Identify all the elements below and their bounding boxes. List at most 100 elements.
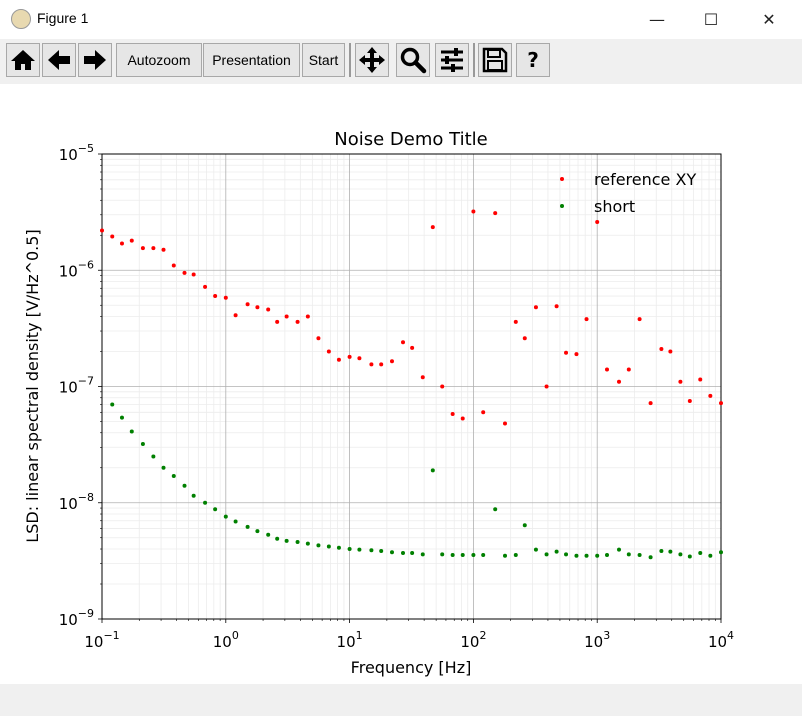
reference-xy-point xyxy=(305,314,310,319)
short-point xyxy=(255,529,260,534)
short-point xyxy=(295,539,300,544)
forward-button[interactable] xyxy=(78,43,112,77)
short-point xyxy=(401,550,406,555)
reference-xy-point xyxy=(605,367,610,372)
reference-xy-point xyxy=(182,270,187,275)
autozoom-button[interactable]: Autozoom xyxy=(116,43,202,77)
short-point xyxy=(110,402,115,407)
status-bar xyxy=(0,684,802,716)
title-bar: Figure 1 — ☐ ✕ xyxy=(0,0,802,39)
reference-xy-point xyxy=(544,384,549,389)
legend-label-short: short xyxy=(594,197,635,216)
short-point xyxy=(410,550,415,555)
data-points xyxy=(100,209,723,560)
reference-xy-point xyxy=(708,393,713,398)
legend-marker-short xyxy=(560,204,564,208)
reference-xy-point xyxy=(347,354,352,359)
y-tick-labels: 10−9 10−8 10−7 10−6 10−5 xyxy=(59,142,94,629)
y-tick-label: 10−9 xyxy=(59,607,94,629)
reference-xy-point xyxy=(678,379,683,384)
reference-xy-point xyxy=(357,356,362,361)
presentation-button[interactable]: Presentation xyxy=(203,43,300,77)
short-point xyxy=(316,543,321,548)
legend-marker-reference xyxy=(560,177,564,181)
save-button[interactable] xyxy=(478,43,512,77)
short-point xyxy=(161,465,166,470)
reference-xy-point xyxy=(379,362,384,367)
figure-canvas: 10−1 100 101 102 103 104 10−9 10−8 10−7 10−6 10−5… xyxy=(0,84,802,684)
short-point xyxy=(223,514,228,519)
reference-xy-point xyxy=(336,357,341,362)
reference-xy-point xyxy=(191,272,196,277)
short-point xyxy=(626,552,631,557)
reference-xy-point xyxy=(161,247,166,252)
reference-xy-point xyxy=(369,362,374,367)
maximize-button[interactable]: ☐ xyxy=(703,10,719,29)
help-button[interactable]: ? xyxy=(516,43,550,77)
reference-xy-point xyxy=(401,340,406,345)
short-point xyxy=(347,547,352,552)
window-title: Figure 1 xyxy=(37,10,89,26)
short-point xyxy=(481,553,486,558)
short-point xyxy=(140,442,145,447)
reference-xy-point xyxy=(564,350,569,355)
pan-button[interactable] xyxy=(355,43,389,77)
reference-xy-point xyxy=(440,384,445,389)
short-point xyxy=(668,549,673,554)
short-point xyxy=(513,553,518,558)
short-point xyxy=(564,552,569,557)
reference-xy-point xyxy=(637,317,642,322)
x-tick-label: 100 xyxy=(213,629,239,651)
short-point xyxy=(605,553,610,558)
short-point xyxy=(326,544,331,549)
short-point xyxy=(119,415,124,420)
reference-xy-point xyxy=(668,349,673,354)
short-point xyxy=(203,500,208,505)
x-tick-label: 103 xyxy=(584,629,610,651)
reference-xy-point xyxy=(255,305,260,310)
short-point xyxy=(357,547,362,552)
reference-xy-point xyxy=(110,234,115,239)
reference-xy-point xyxy=(233,313,238,318)
short-point xyxy=(460,553,465,558)
x-tick-label: 10−1 xyxy=(84,629,119,651)
reference-xy-point xyxy=(659,347,664,352)
minimize-button[interactable]: — xyxy=(649,10,665,29)
configure-subplots-button[interactable] xyxy=(435,43,469,77)
legend: reference XY short xyxy=(560,170,696,216)
back-button[interactable] xyxy=(42,43,76,77)
start-button[interactable]: Start xyxy=(302,43,345,77)
reference-xy-point xyxy=(626,367,631,372)
reference-xy-point xyxy=(326,349,331,354)
reference-xy-point xyxy=(513,319,518,324)
short-point xyxy=(191,493,196,498)
home-icon xyxy=(11,50,35,70)
reference-xy-point xyxy=(420,375,425,380)
reference-xy-point xyxy=(171,263,176,268)
toolbar-separator xyxy=(349,43,351,77)
reference-xy-point xyxy=(648,401,653,406)
x-tick-label: 102 xyxy=(460,629,486,651)
short-point xyxy=(305,541,310,546)
reference-xy-point xyxy=(617,379,622,384)
y-tick-label: 10−5 xyxy=(59,142,94,164)
reference-xy-point xyxy=(430,225,435,230)
home-button[interactable] xyxy=(6,43,40,77)
reference-xy-point xyxy=(410,345,415,350)
reference-xy-point xyxy=(203,284,208,289)
reference-xy-point xyxy=(275,319,280,324)
reference-xy-point xyxy=(151,246,156,251)
reference-xy-point xyxy=(450,412,455,417)
reference-xy-point xyxy=(687,399,692,404)
short-point xyxy=(533,547,538,552)
short-point xyxy=(503,553,508,558)
short-point xyxy=(275,536,280,541)
reference-xy-point xyxy=(584,317,589,322)
zoom-button[interactable] xyxy=(396,43,430,77)
short-point xyxy=(698,550,703,555)
reference-xy-point xyxy=(140,246,145,251)
x-tick-label: 101 xyxy=(337,629,363,651)
reference-xy-point xyxy=(698,377,703,382)
close-button[interactable]: ✕ xyxy=(762,10,776,29)
short-point xyxy=(659,548,664,553)
